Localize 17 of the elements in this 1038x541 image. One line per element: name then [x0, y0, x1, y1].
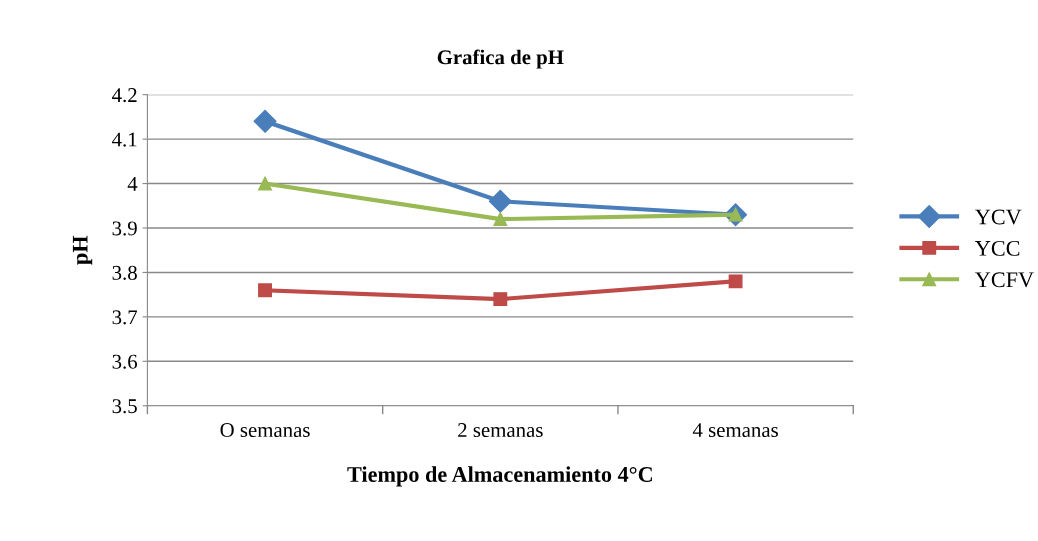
y-tick-label: 4.2 — [112, 88, 137, 103]
legend-label: YCC — [975, 240, 1020, 256]
y-tick-label: 3.6 — [112, 354, 138, 369]
y-axis-title: pH — [72, 235, 93, 265]
y-tick-label: 4 — [127, 177, 138, 191]
legend-label: YCV — [975, 209, 1022, 225]
x-axis-title: Tiempo de Almacenamiento 4°C — [347, 466, 652, 487]
y-tick-label: 3.5 — [112, 399, 137, 414]
y-tick-label: 3.7 — [112, 310, 138, 325]
y-tick-label: 3.9 — [112, 221, 137, 236]
x-tick-label: 2 semanas — [458, 423, 543, 438]
y-tick-label: 3.8 — [112, 265, 137, 280]
legend-label: YCFV — [975, 272, 1034, 288]
chart-title: Grafica de pH — [437, 49, 564, 69]
x-tick-label: 4 semanas — [692, 423, 778, 438]
x-tick-label: O semanas — [220, 423, 310, 438]
y-tick-label: 4.1 — [112, 132, 137, 147]
